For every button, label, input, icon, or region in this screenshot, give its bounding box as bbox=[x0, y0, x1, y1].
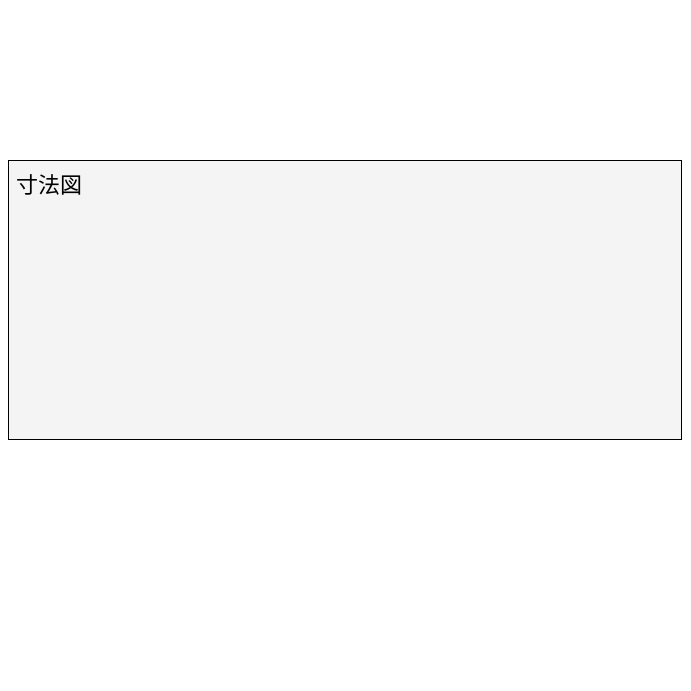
diagram-container: 寸法図 B›‹DPd（ねじ径）LHm45° bbox=[0, 0, 691, 691]
diagram-frame bbox=[8, 160, 682, 440]
diagram-title: 寸法図 bbox=[16, 168, 82, 200]
